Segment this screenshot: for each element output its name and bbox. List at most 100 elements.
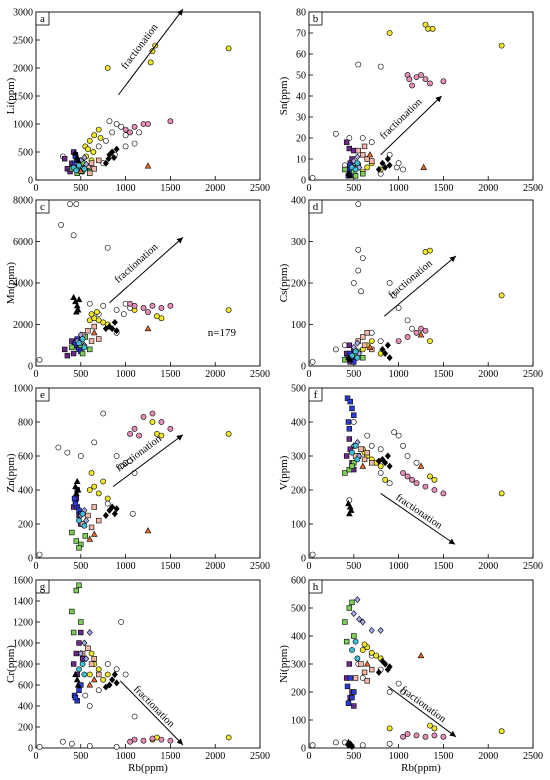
data-point [409,82,415,89]
x-tick-label: 0 [34,751,39,762]
y-axis-label: Sn(ppm) [278,76,290,115]
data-point [91,439,98,446]
data-point [377,626,384,634]
x-tick-label: 1000 [116,561,136,572]
data-point [69,529,75,536]
data-point [145,309,151,315]
data-point [384,452,391,460]
data-point [109,503,116,511]
y-tick-label: 400 [291,418,306,429]
data-point [100,302,107,309]
data-point [113,307,120,313]
data-point [395,304,402,311]
data-point [131,302,138,309]
data-point [356,615,363,623]
data-point [111,318,118,326]
y-tick-label: 400 [18,702,33,713]
data-point [82,692,89,699]
data-point [352,348,359,355]
data-point [127,129,133,136]
data-point [77,650,84,657]
panel-label: g [40,581,46,593]
data-point [96,336,102,342]
data-point [346,172,354,179]
data-point [352,173,359,179]
plot-frame [35,387,261,559]
fractionation-label: fractionation [393,492,444,532]
data-point [75,295,83,303]
y-tick-label: 600 [18,681,33,692]
data-point [352,638,359,645]
data-point [144,527,152,534]
panel-label: b [313,13,319,25]
data-point [118,619,125,625]
data-point [309,742,316,749]
plot-frame [308,579,534,749]
data-point [122,671,129,678]
y-tick-label: 20 [296,134,306,145]
data-point [361,641,368,648]
y-tick-label: 200 [291,486,306,497]
data-point [369,460,375,466]
data-point [100,676,107,683]
x-tick-label: 2000 [478,183,498,194]
data-point [354,456,361,463]
data-point [359,742,366,749]
data-point [110,154,117,162]
x-tick-label: 500 [73,751,88,762]
data-point [136,129,142,136]
panel-label: f [314,389,318,401]
y-tick-label: 800 [18,418,33,429]
data-point [391,429,398,436]
data-point [364,330,370,336]
data-point [422,76,429,83]
data-point [354,160,361,167]
data-point [386,740,393,747]
data-point [122,143,129,150]
x-tick-label: 2000 [478,369,498,380]
y-tick-label: 70 [296,29,306,40]
data-point [413,480,420,487]
data-point [105,155,112,163]
data-point [355,147,361,154]
data-point [404,473,411,480]
y-tick-label: 80 [296,8,306,19]
data-point [87,346,93,353]
data-point [413,732,420,739]
data-point [384,155,391,163]
y-tick-label: 300 [291,660,306,671]
data-point [86,629,93,636]
data-point [82,533,88,539]
x-tick-label: 2500 [523,183,543,194]
data-point [95,687,102,694]
data-point [350,610,357,618]
y-tick-label: 0 [301,744,306,755]
x-axis-label: Rb(ppm) [401,762,441,774]
data-point [88,338,95,344]
data-point [109,676,116,684]
y-tick-label: 0 [301,176,306,187]
data-point [440,733,447,740]
data-point [149,419,156,425]
data-point [86,743,93,749]
data-point [73,587,80,594]
y-tick-label: 1000 [13,120,33,131]
data-point [113,327,120,335]
x-tick-label: 1000 [116,369,136,380]
data-point [95,126,102,133]
data-point [427,338,433,344]
data-point [104,65,111,71]
data-point [359,462,367,469]
data-point [91,166,97,172]
data-point [368,338,375,344]
data-point [81,154,88,162]
x-tick-label: 1500 [160,561,180,572]
panel-g: 0 500 1000 1500 2000 2500 0 200 400 600 800 1000 120… [5,576,270,775]
x-tick-label: 0 [307,369,312,380]
data-point [78,629,84,636]
data-point [86,703,93,709]
data-point [391,292,398,299]
data-point [113,453,120,459]
y-tick-label: 200 [291,279,306,290]
data-point [351,633,357,639]
